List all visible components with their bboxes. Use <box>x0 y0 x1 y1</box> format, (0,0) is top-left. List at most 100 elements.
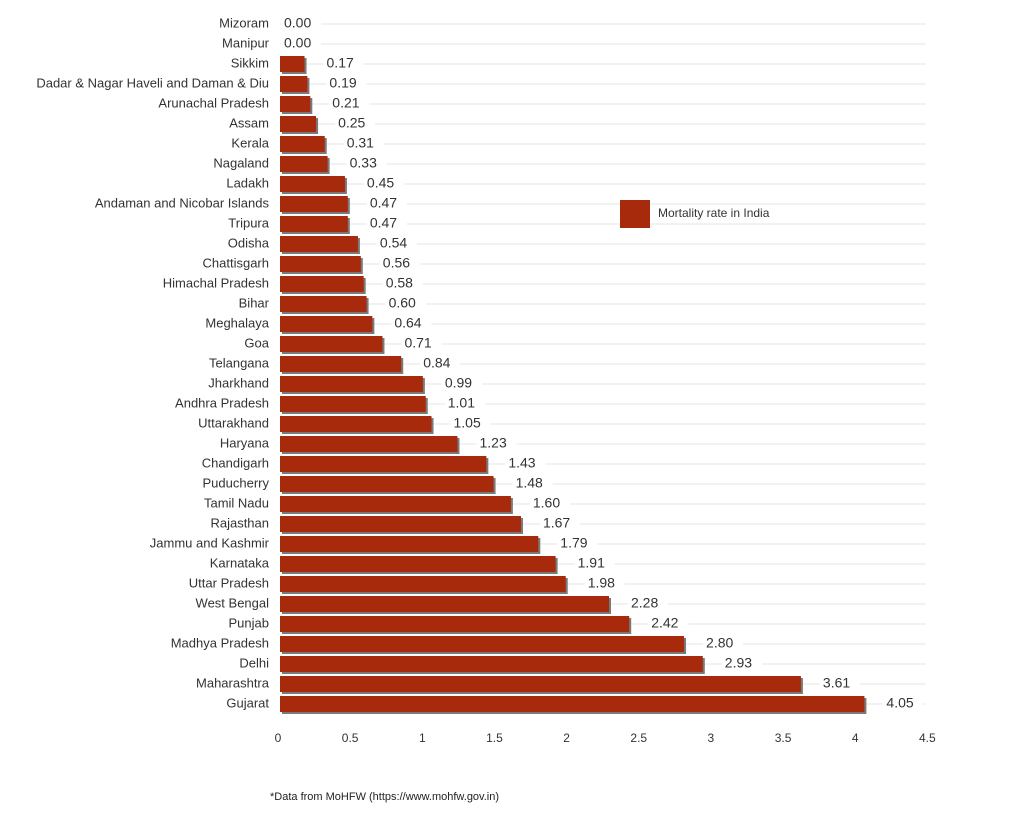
value-label: 0.45 <box>367 175 394 191</box>
legend: Mortality rate in India <box>620 200 770 228</box>
category-label: Nagaland <box>213 155 269 170</box>
category-label: Sikkim <box>231 55 269 70</box>
value-label-bg <box>574 556 615 572</box>
category-label: Maharashtra <box>196 675 270 690</box>
value-label: 0.58 <box>386 275 413 291</box>
value-label-bg <box>385 296 426 312</box>
category-label: Chattisgarh <box>203 255 269 270</box>
bar <box>280 176 345 192</box>
value-label-bg <box>366 196 407 212</box>
x-tick-label: 2 <box>563 731 570 745</box>
value-label: 1.48 <box>516 475 543 491</box>
bar <box>280 696 865 712</box>
category-label: Karnataka <box>210 555 270 570</box>
category-label: Assam <box>229 115 269 130</box>
value-label: 1.60 <box>533 495 560 511</box>
x-tick-label: 4 <box>852 731 859 745</box>
value-label: 0.47 <box>370 215 397 231</box>
category-label: Jammu and Kashmir <box>150 535 270 550</box>
bar <box>280 116 317 132</box>
bar <box>280 56 305 72</box>
category-label: Uttar Pradesh <box>189 575 269 590</box>
category-label: Haryana <box>220 435 270 450</box>
category-label: Manipur <box>222 35 270 50</box>
bar <box>280 676 801 692</box>
value-label-bg <box>335 116 376 132</box>
bar <box>280 96 311 112</box>
value-label-bg <box>529 496 570 512</box>
bar <box>280 156 328 172</box>
legend-label: Mortality rate in India <box>658 206 770 220</box>
value-label: 2.80 <box>706 635 733 651</box>
category-label: Telangana <box>209 355 270 370</box>
bar <box>280 316 373 332</box>
value-label: 1.43 <box>508 455 535 471</box>
footnote: *Data from MoHFW (https://www.mohfw.gov.… <box>270 791 499 803</box>
value-label-bg <box>557 536 598 552</box>
bar <box>280 616 630 632</box>
value-label: 1.79 <box>560 535 587 551</box>
bar <box>280 436 458 452</box>
category-label: Arunachal Pradesh <box>158 95 269 110</box>
value-label-bg <box>281 36 321 52</box>
value-label-bg <box>444 396 485 412</box>
value-label-bg <box>379 256 420 272</box>
value-label: 0.21 <box>332 95 359 111</box>
value-label-bg <box>343 136 384 152</box>
bar <box>280 516 521 532</box>
category-label: Andhra Pradesh <box>175 395 269 410</box>
category-label: Gujarat <box>226 695 269 710</box>
value-label: 1.67 <box>543 515 570 531</box>
x-tick-label: 4.5 <box>919 731 936 745</box>
bar <box>280 476 494 492</box>
value-label: 0.84 <box>423 355 450 371</box>
value-label-bg <box>505 456 546 472</box>
value-label: 0.00 <box>284 35 311 51</box>
category-label: Punjab <box>229 615 269 630</box>
bar <box>280 416 432 432</box>
value-label-bg <box>363 176 404 192</box>
category-label: Ladakh <box>226 175 269 190</box>
value-label: 2.42 <box>651 615 678 631</box>
value-label-bg <box>819 676 860 692</box>
value-label-bg <box>628 596 669 612</box>
category-label: Delhi <box>239 655 269 670</box>
bar <box>280 216 348 232</box>
value-label: 0.71 <box>404 335 431 351</box>
value-label: 0.60 <box>389 295 416 311</box>
bar <box>280 76 308 92</box>
category-label: Tripura <box>228 215 269 230</box>
bar <box>280 596 610 612</box>
category-label: Jharkhand <box>208 375 269 390</box>
value-label-bg <box>366 216 407 232</box>
value-label: 0.19 <box>329 75 356 91</box>
value-label-bg <box>883 696 924 712</box>
value-label: 0.54 <box>380 235 407 251</box>
category-label: Himachal Pradesh <box>163 275 269 290</box>
bars <box>280 56 867 714</box>
value-label: 0.31 <box>347 135 374 151</box>
bar <box>280 236 358 252</box>
category-label: Uttarakhand <box>198 415 269 430</box>
category-label: Mizoram <box>219 15 269 30</box>
category-labels: Mizoram Manipur Sikkim Dadar & Nagar Haveli… <box>36 15 269 710</box>
x-tick-label: 0.5 <box>342 731 359 745</box>
value-label: 1.91 <box>578 555 605 571</box>
bar <box>280 196 348 212</box>
x-tick-label: 1.5 <box>486 731 503 745</box>
category-label: Chandigarh <box>202 455 269 470</box>
value-labels: 0.00 0.00 0.17 0.19 0.21 0.25 0.31 0.33 0.45 0.47… <box>281 15 924 712</box>
category-label: Madhya Pradesh <box>171 635 269 650</box>
value-label: 1.98 <box>588 575 615 591</box>
bar <box>280 536 539 552</box>
value-label-bg <box>376 236 417 252</box>
category-label: Bihar <box>239 295 270 310</box>
value-label-bg <box>512 476 553 492</box>
bar <box>280 356 402 372</box>
bar <box>280 136 325 152</box>
value-label-bg <box>648 616 689 632</box>
value-label: 0.33 <box>350 155 377 171</box>
bar <box>280 296 367 312</box>
category-label: Meghalaya <box>205 315 269 330</box>
bar <box>280 456 487 472</box>
